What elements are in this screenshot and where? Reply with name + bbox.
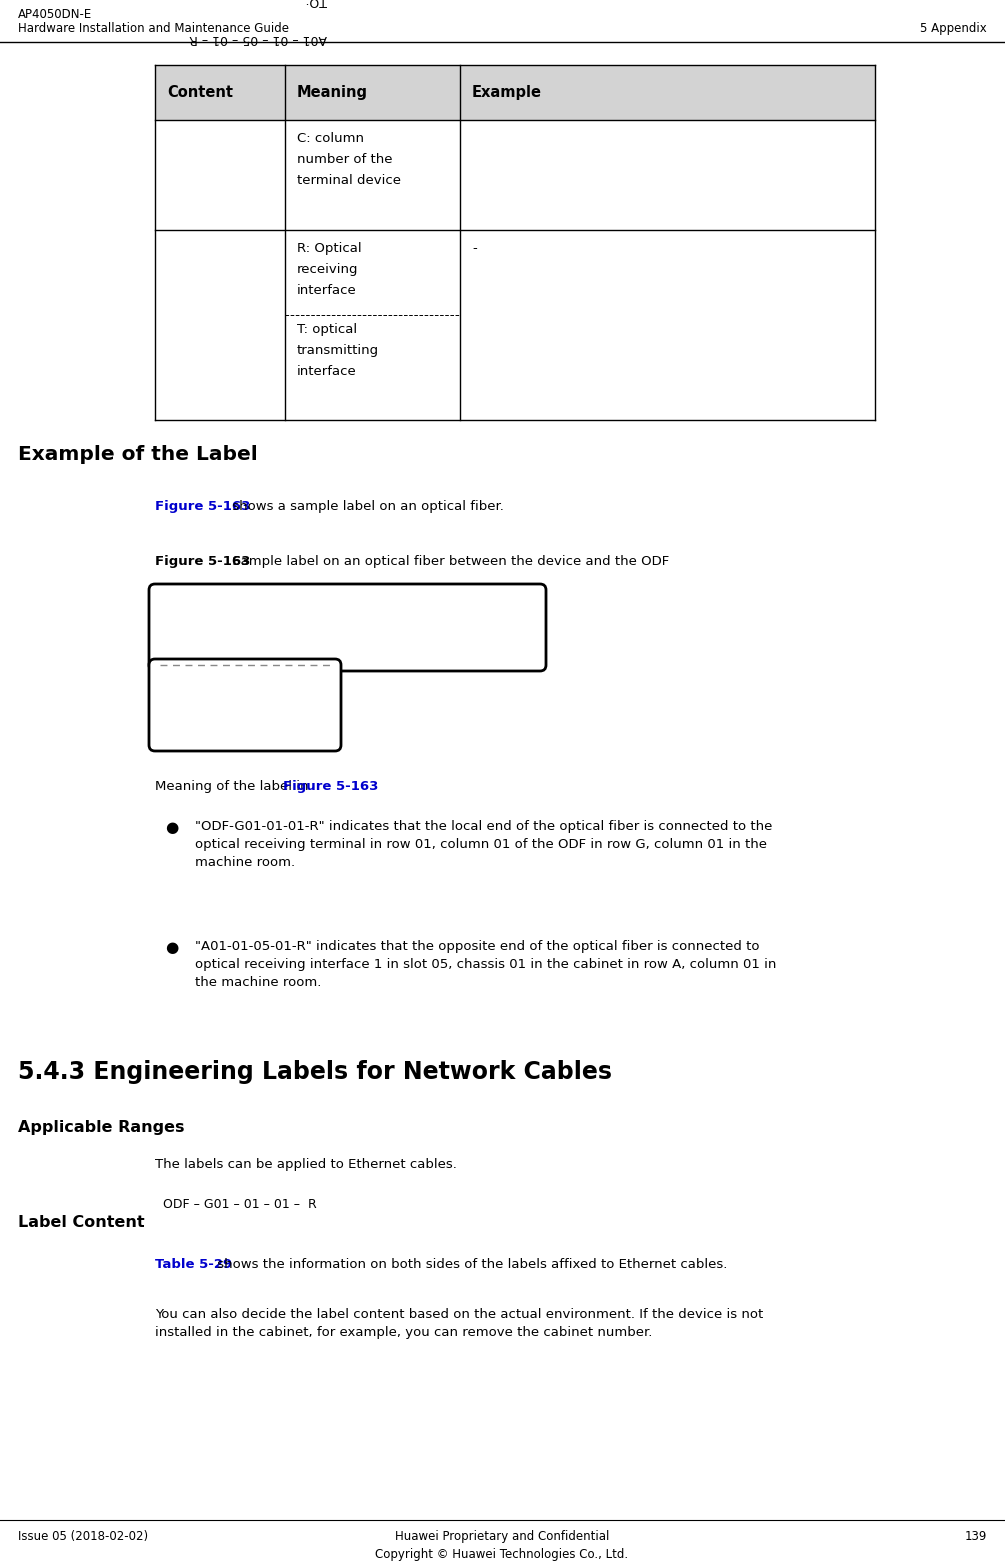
Text: Content: Content [167,85,233,100]
Text: ODF – G01 – 01 – 01 –  R: ODF – G01 – 01 – 01 – R [163,1198,317,1211]
Text: shows the information on both sides of the labels affixed to Ethernet cables.: shows the information on both sides of t… [213,1257,728,1272]
Text: -: - [472,243,476,255]
Text: Applicable Ranges: Applicable Ranges [18,1120,185,1135]
Text: Issue 05 (2018-02-02): Issue 05 (2018-02-02) [18,1530,148,1543]
Text: ●: ● [165,940,178,955]
Text: "A01-01-05-01-R" indicates that the opposite end of the optical fiber is connect: "A01-01-05-01-R" indicates that the oppo… [195,940,777,990]
Text: shows a sample label on an optical fiber.: shows a sample label on an optical fiber… [228,500,504,514]
Text: AP4050DN-E: AP4050DN-E [18,8,92,20]
Text: Meaning of the label in: Meaning of the label in [155,780,313,792]
Text: Hardware Installation and Maintenance Guide: Hardware Installation and Maintenance Gu… [18,22,289,34]
Text: Example of the Label: Example of the Label [18,445,257,464]
Text: R: Optical
receiving
interface: R: Optical receiving interface [297,243,362,298]
Text: The labels can be applied to Ethernet cables.: The labels can be applied to Ethernet ca… [155,1157,457,1171]
Bar [155,66,875,121]
Text: 5 Appendix: 5 Appendix [921,22,987,34]
Text: Figure 5-163: Figure 5-163 [155,500,250,514]
Text: You can also decide the label content based on the actual environment. If the de: You can also decide the label content ba… [155,1308,763,1339]
Text: T: optical
transmitting
interface: T: optical transmitting interface [297,323,379,377]
FancyBboxPatch shape [149,659,341,752]
Text: Meaning: Meaning [297,85,368,100]
Text: ●: ● [165,821,178,835]
Text: A01 – 01 – 05 – 01 – R: A01 – 01 – 05 – 01 – R [189,31,327,45]
Text: Huawei Proprietary and Confidential
Copyright © Huawei Technologies Co., Ltd.: Huawei Proprietary and Confidential Copy… [376,1530,628,1561]
Text: Label Content: Label Content [18,1215,145,1229]
Text: Example: Example [472,85,542,100]
Text: C: column
number of the
terminal device: C: column number of the terminal device [297,132,401,186]
Text: Sample label on an optical fiber between the device and the ODF: Sample label on an optical fiber between… [228,554,669,568]
Text: "ODF-G01-01-01-R" indicates that the local end of the optical fiber is connected: "ODF-G01-01-01-R" indicates that the loc… [195,821,773,869]
Text: TO:: TO: [306,0,327,6]
Text: Figure 5-163: Figure 5-163 [283,780,378,792]
Text: Figure 5-163: Figure 5-163 [155,554,250,568]
Text: Table 5-29: Table 5-29 [155,1257,232,1272]
Text: 5.4.3 Engineering Labels for Network Cables: 5.4.3 Engineering Labels for Network Cab… [18,1060,612,1084]
Text: 139: 139 [965,1530,987,1543]
FancyBboxPatch shape [149,584,546,670]
